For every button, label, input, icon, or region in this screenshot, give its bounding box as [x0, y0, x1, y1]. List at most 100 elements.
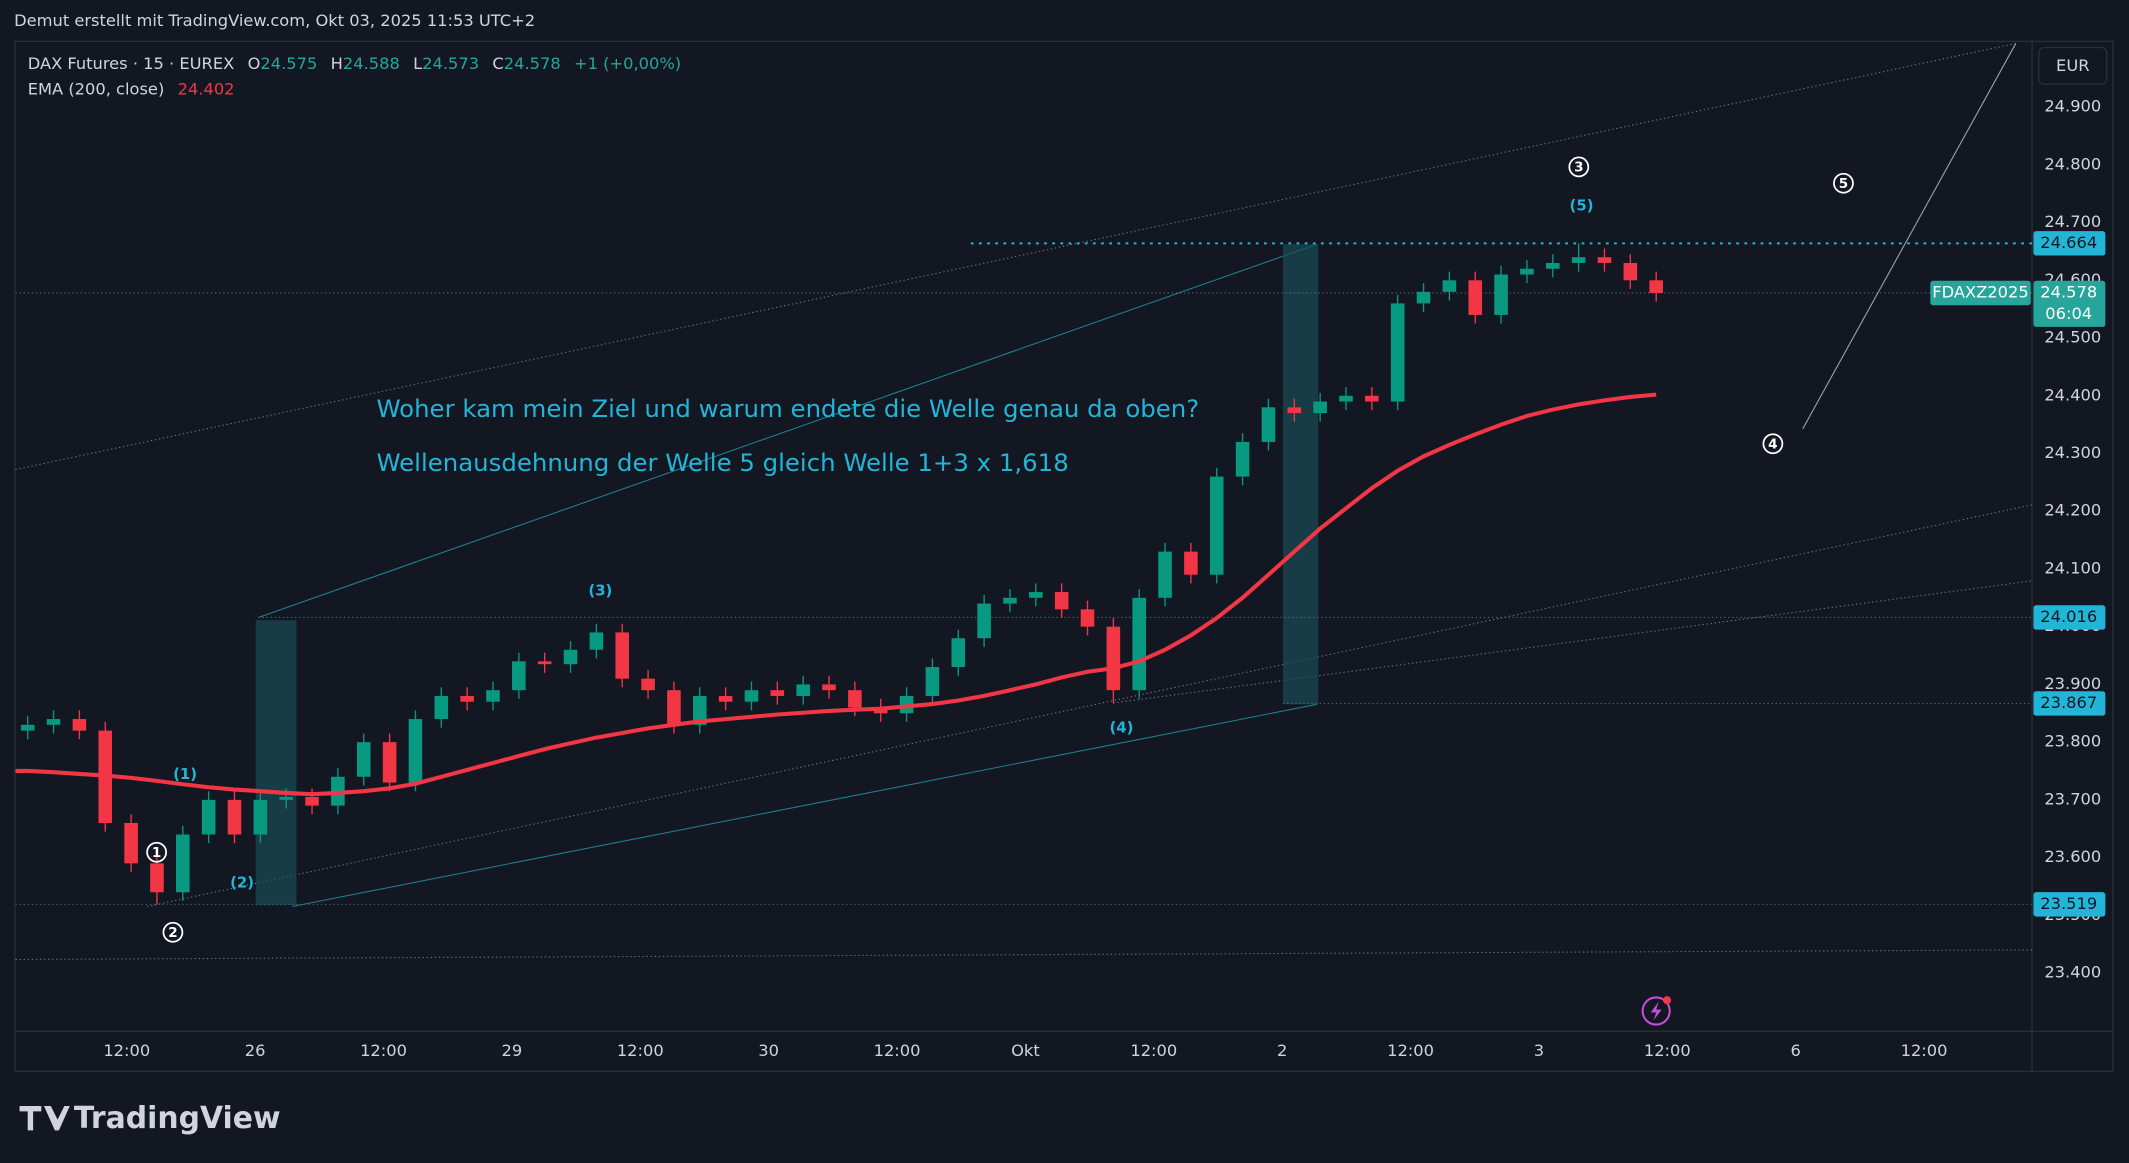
countdown: 06:04 [2045, 304, 2092, 323]
candle-body [1390, 303, 1405, 402]
candle-body [692, 695, 707, 725]
candle-body [1235, 441, 1250, 477]
candle-body [227, 799, 242, 835]
candle-body [667, 690, 681, 725]
level-label: 23.519 [2040, 894, 2097, 913]
y-tick-label: 24.900 [2044, 97, 2101, 116]
alert-icon[interactable] [1641, 996, 1671, 1026]
x-tick-label: 12:00 [103, 1041, 150, 1060]
candle-body [124, 822, 138, 864]
candle-body [1545, 262, 1560, 269]
symbol-label: FDAXZ2025 [1932, 282, 2028, 301]
candle-body [460, 695, 474, 702]
currency[interactable]: EUR [2056, 56, 2089, 75]
candle-body [848, 690, 862, 708]
candle-body [1184, 551, 1198, 575]
candle-body [72, 719, 87, 731]
candle-body [279, 796, 293, 800]
candle-body [1029, 592, 1043, 598]
logo: TradingView [74, 1101, 281, 1136]
projection-line [292, 703, 1318, 908]
wave-label: (4) [1109, 719, 1133, 737]
level-box [2033, 892, 2106, 917]
currency-button[interactable] [2038, 46, 2108, 85]
candle-body [589, 632, 604, 650]
candle-body [977, 603, 991, 639]
candle-body [770, 690, 785, 696]
circled-label: 1 [152, 845, 161, 861]
chart-frame [14, 40, 2114, 1073]
trend-line [1802, 43, 2017, 430]
candle-body [253, 799, 268, 835]
x-tick-label: 12:00 [617, 1041, 664, 1060]
candle-body [1520, 268, 1534, 275]
projection-line [258, 243, 1318, 618]
candle-body [176, 834, 190, 893]
wave-circle [1833, 172, 1854, 194]
candle-body [1494, 274, 1508, 315]
drawings [15, 42, 2033, 960]
y-tick-label: 24.500 [2044, 328, 2101, 347]
close: 24.578 [504, 53, 561, 72]
candle-body [537, 661, 552, 665]
candle-body [434, 695, 449, 720]
candle-body [305, 796, 319, 806]
candle-body [1649, 280, 1663, 293]
candle-body [951, 638, 966, 668]
alert-bolt [1650, 1001, 1662, 1021]
candle-body [1209, 476, 1224, 575]
candle-body [1597, 257, 1612, 263]
open: 24.575 [260, 53, 317, 72]
high: 24.588 [343, 53, 400, 72]
candle-body [1442, 280, 1457, 292]
wave-circle [162, 921, 184, 943]
y-tick-label: 24.400 [2044, 385, 2101, 404]
symbol: DAX Futures · 15 · EUREX [28, 53, 235, 72]
candle-body [563, 649, 578, 665]
candle-body [1365, 395, 1379, 402]
x-tick-label: 12:00 [1644, 1041, 1691, 1060]
x-tick-label: 3 [1534, 1041, 1544, 1060]
x-tick-label: 12:00 [1387, 1041, 1434, 1060]
circled-label: 2 [168, 925, 177, 941]
candle-body [1571, 257, 1586, 263]
last-price-label: 24.578 [2040, 282, 2097, 301]
candle-body [150, 863, 164, 893]
y-tick-label: 24.100 [2044, 558, 2101, 577]
last-price-box [2033, 280, 2106, 327]
candle-body [1054, 592, 1069, 610]
x-tick-label: 12:00 [1901, 1041, 1948, 1060]
y-tick-label: 24.800 [2044, 154, 2101, 173]
candle-body [925, 667, 940, 696]
wave-circle [146, 841, 168, 863]
candle-body [20, 724, 35, 731]
candle-body [641, 678, 655, 691]
candle-body [718, 695, 733, 702]
wave-circle [1762, 433, 1784, 455]
x-tick-label: 12:00 [360, 1041, 407, 1060]
x-tick-label: 12:00 [874, 1041, 921, 1060]
levels [15, 242, 2033, 905]
level-label: 24.664 [2040, 233, 2097, 252]
overlay: Woher kam mein Ziel und warum endete die… [146, 156, 1854, 943]
level-box [2033, 605, 2106, 630]
candle-body [486, 690, 500, 702]
level-label: 24.016 [2040, 607, 2097, 626]
x-tick-label: 6 [1791, 1041, 1801, 1060]
y-tick-label: 23.900 [2044, 674, 2101, 693]
h-label: H [331, 53, 343, 72]
o-label: O [248, 53, 261, 72]
candle-body [46, 719, 61, 725]
level-label: 23.867 [2040, 693, 2097, 712]
y-tick-label: 24.200 [2044, 501, 2101, 520]
level-box [2033, 691, 2106, 716]
credit: Demut erstellt mit TradingView.com, Okt … [14, 11, 535, 30]
candle-body [1623, 262, 1638, 281]
c-label: C [492, 53, 503, 72]
change: +1 (+0,00%) [574, 53, 681, 72]
candle-body [1158, 551, 1172, 598]
candle-body [1287, 407, 1302, 414]
candle-body [1313, 401, 1327, 414]
candle-body [822, 684, 836, 691]
